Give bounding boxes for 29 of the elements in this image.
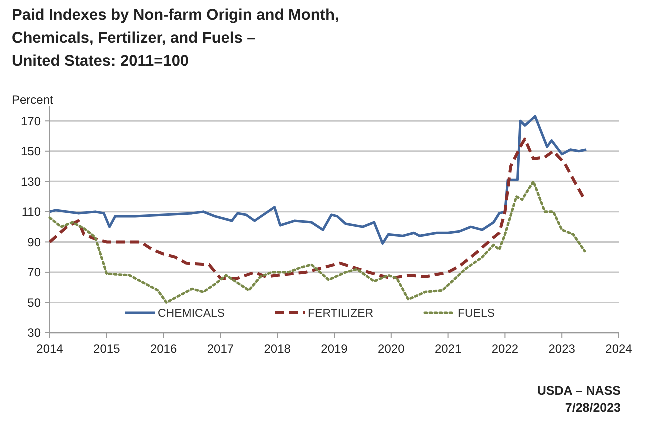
chart-title: Paid Indexes by Non-farm Origin and Month, Chemicals, Fertilizer, and Fuels – United States: 2011=100 (12, 7, 340, 70)
y-tick-label: 170 (20, 114, 42, 128)
x-tick-label: 2017 (207, 342, 234, 356)
line-series (48, 115, 588, 245)
y-axis-title: Percent (12, 93, 54, 107)
x-tick-label: 2022 (492, 342, 519, 356)
x-tick-label: 2016 (150, 342, 178, 356)
y-tick-label: 50 (28, 296, 42, 310)
text: 7/28/2023 (565, 401, 622, 415)
legend-label: FERTILIZER (308, 308, 374, 320)
x-tick-label: 2015 (94, 342, 121, 356)
x-tick-label: 2019 (321, 342, 348, 356)
y-tick-label: 150 (20, 144, 42, 159)
legend-label: CHEMICALS (158, 308, 226, 320)
y-tick-label: 30 (28, 326, 42, 340)
x-tick-label: 2024 (606, 342, 633, 356)
y-tick-label: 90 (28, 235, 42, 250)
text: USDA – NASS (537, 384, 621, 398)
x-tick-label: 2023 (548, 342, 576, 356)
x-tick-label: 2018 (264, 342, 292, 356)
y-tick-label: 70 (28, 266, 42, 280)
legend-label: FUELS (458, 308, 496, 320)
y-tick-label: 130 (20, 174, 42, 189)
line-series (48, 180, 586, 304)
x-tick-label: 2014 (36, 342, 64, 356)
y-tick-label: 110 (22, 205, 42, 220)
x-tick-label: 2020 (378, 342, 406, 356)
x-tick-label: 2021 (434, 342, 462, 356)
line-series (48, 138, 586, 280)
